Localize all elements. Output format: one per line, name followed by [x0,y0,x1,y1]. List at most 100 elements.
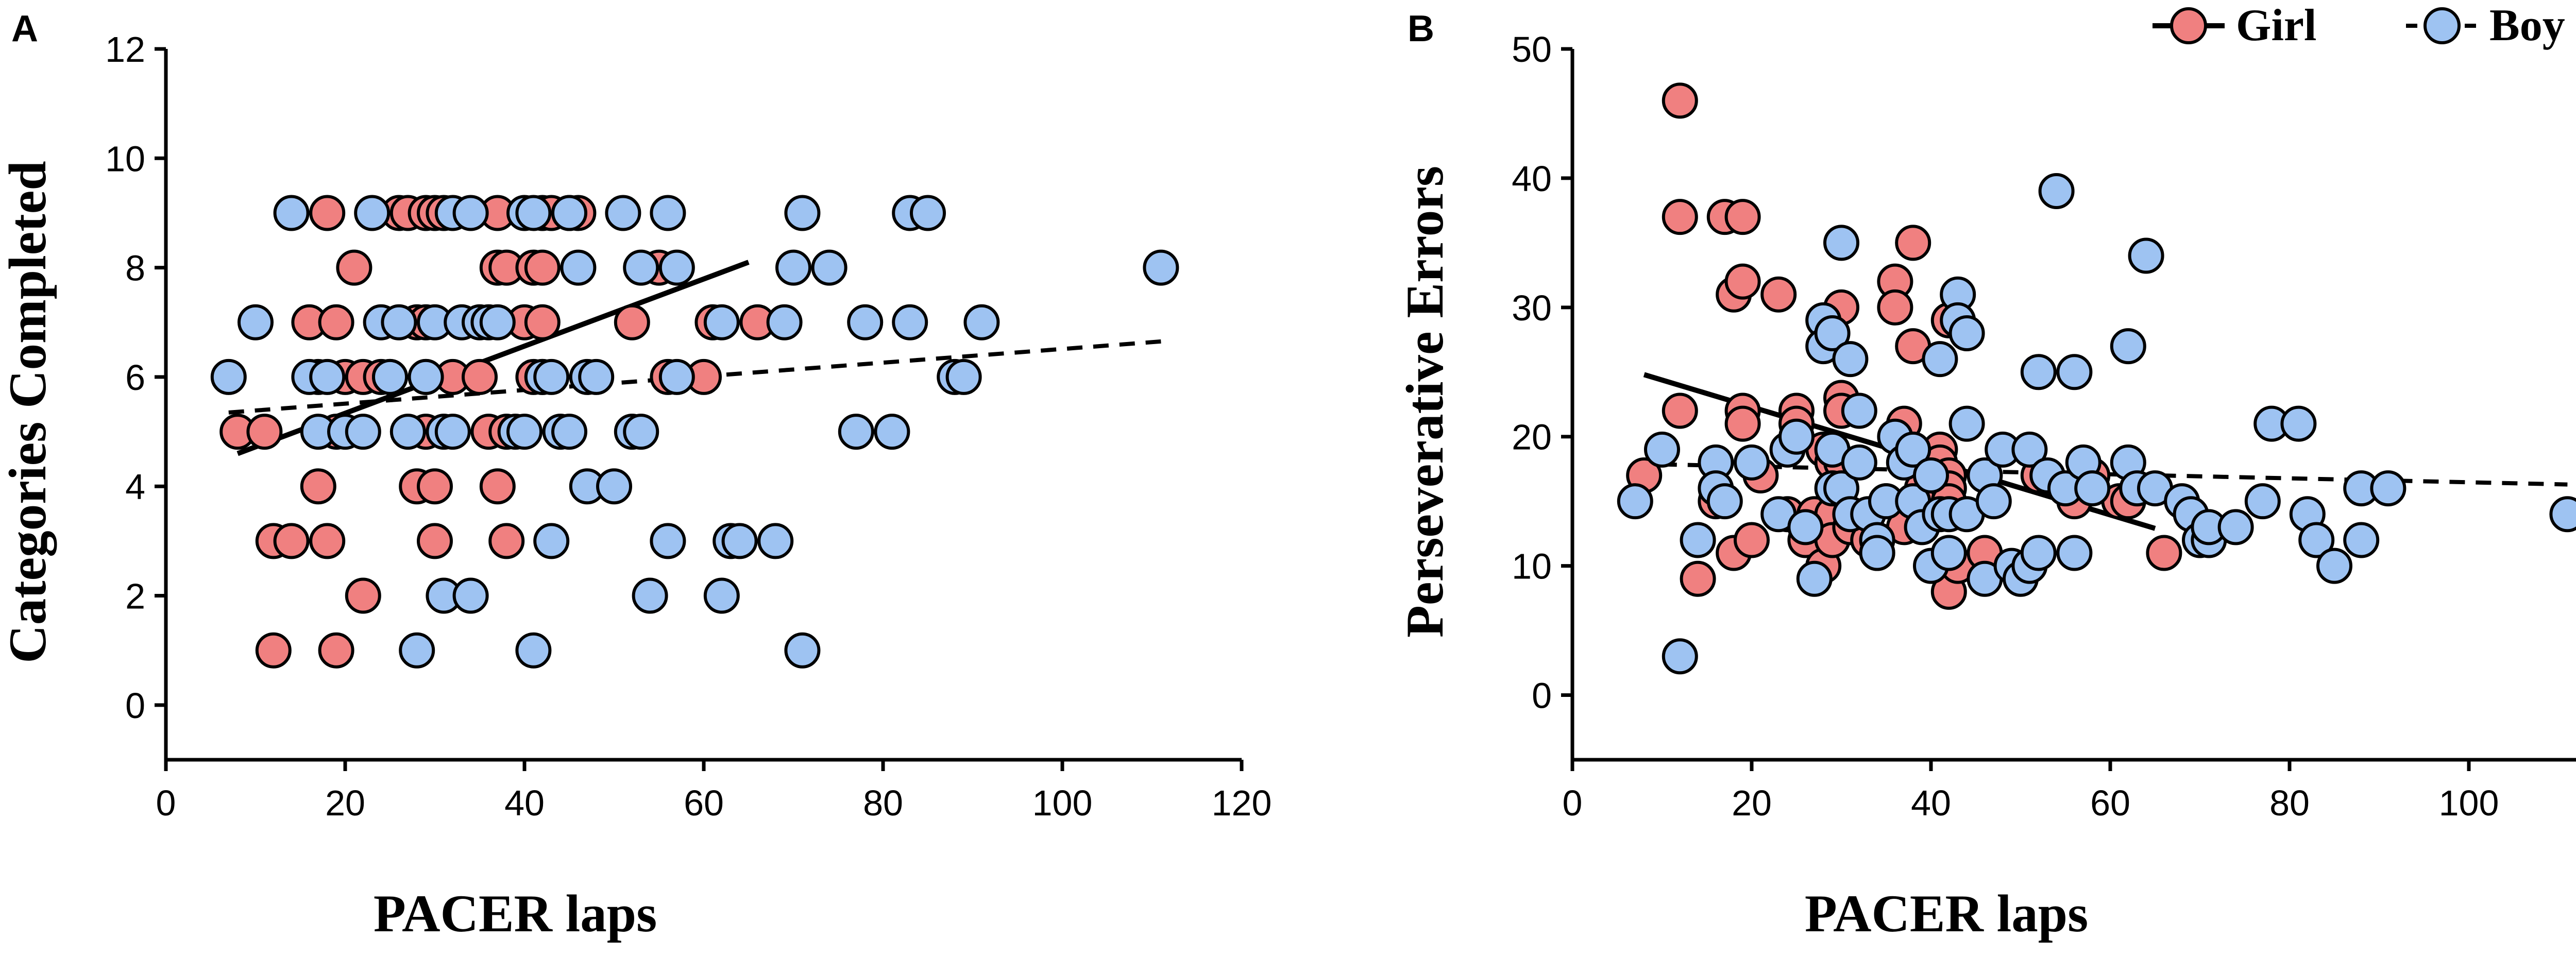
panel-b-point-boy [1734,444,1770,481]
panel-a-point-boy [757,523,794,559]
panel-a-point-boy [784,195,821,231]
panel-b-point-boy [1814,315,1851,351]
panel-a-point-boy [578,358,615,395]
panel-a-point-boy [408,358,444,395]
panel-a-point-girl [524,304,561,340]
panel-b-x-axis-label: PACER laps [1805,884,2088,943]
panel-a-point-girl [246,414,283,450]
panel-a-x-tick-label: 0 [156,783,176,823]
panel-b-axes: 01020304050020406080100120 [1512,29,2576,823]
panel-a-point-boy [632,577,668,614]
panel-a-x-tick-label: 20 [325,783,365,823]
panel-a-y-tick-label: 4 [125,467,145,507]
panel-b-point-boy [2343,522,2380,558]
panel-b-point-girl [2146,535,2182,571]
panel-a-point-boy [910,195,946,231]
panel-a-point-boy [874,414,910,450]
panel-a-point-boy [210,358,247,395]
panel-b-point-boy [1841,392,1877,429]
panel-b-point-boy [1796,560,1833,597]
panel-a-point-boy [605,195,641,231]
panel-a-point-boy [354,195,391,231]
panel-a-point-boy [381,304,417,340]
panel-a-point-girl [336,249,372,286]
panel-b-point-boy [1823,225,1859,261]
panel-b-points [1617,82,2576,675]
panel-b-point-boy [1680,522,1716,558]
panel-b-y-tick-label: 20 [1512,417,1552,457]
panel-a-point-boy [703,577,740,614]
panel-a-point-boy [650,523,686,559]
panel-a-point-boy [811,249,848,286]
panel-b-x-tick-label: 20 [1732,783,1772,823]
panel-b-point-boy [1832,341,1869,378]
panel-a-point-girl [318,632,354,669]
panel-b-x-tick-label: 40 [1911,783,1951,823]
panel-a-point-girl [273,523,310,559]
panel-b-point-girl [1724,263,1761,300]
panel-b-point-girl [1662,199,1698,235]
legend: Girl Boy [2153,1,2565,50]
panel-a-letter: A [11,8,38,49]
panel-b-point-girl [1662,392,1698,429]
panel-a-x-axis-label: PACER laps [374,884,657,943]
panel-b-point-girl [1724,405,1761,442]
panel-a-point-girl [318,304,354,340]
panel-a-points [210,195,1179,669]
panel-b-point-boy [1975,483,2012,520]
panel-b-point-boy [2316,548,2352,584]
panel-a-point-boy [650,195,686,231]
panel-a-point-girl [255,632,292,669]
panel-a-point-girl [417,468,453,505]
panel-b-point-boy [1948,405,1985,442]
panel-a-point-boy [945,358,982,395]
panel-a-y-axis-label: Categories Completed [0,161,57,663]
panel-a-y-tick-label: 6 [125,357,145,398]
panel-b-point-boy [2128,237,2164,274]
panel-a-x-tick-label: 40 [504,783,545,823]
panel-a-point-boy [784,632,821,669]
panel-a-point-boy [345,414,381,450]
panel-a-point-girl [479,468,516,505]
panel-b-point-boy [1644,431,1680,468]
panel-a-point-girl [614,304,650,340]
panel-a-x-tick-label: 60 [684,783,724,823]
panel-a-point-boy [479,304,516,340]
panel-a-point-boy [838,414,874,450]
panel-b-point-boy [2011,431,2048,468]
panel-a-point-boy [1143,249,1179,286]
panel-b-point-boy [2056,354,2093,390]
panel-a-point-boy [658,249,695,286]
panel-b-point-boy [1948,315,1985,351]
panel-b-point-boy [1617,483,1653,520]
panel-a-point-boy [238,304,274,340]
panel-b-point-boy [2217,509,2254,545]
panel-a-point-boy [452,577,489,614]
panel-a-point-girl [524,249,561,286]
panel-a-point-boy [623,249,659,286]
panel-b-point-boy [2074,470,2111,507]
panel-a-point-boy [623,414,659,450]
panel-a-point-boy [551,414,587,450]
panel-b-point-boy [2110,328,2146,365]
panel-a-y-tick-label: 10 [105,139,145,179]
panel-b-point-boy [1913,457,1949,493]
panel-a-point-boy [515,632,552,669]
panel-a-point-boy [703,304,740,340]
panel-b-point-boy [2056,535,2093,571]
panel-b-point-boy [2370,470,2406,507]
panel-b-point-girl [1895,225,1931,261]
panel-a-point-boy [721,523,758,559]
legend-girl-marker [2170,7,2207,44]
panel-b-x-tick-label: 60 [2090,783,2130,823]
panel-a-point-girl [309,523,346,559]
panel-b-point-boy [2280,405,2317,442]
panel-b-point-boy [1778,418,1815,455]
legend-boy-marker [2424,7,2461,44]
panel-b-y-tick-label: 0 [1532,676,1552,716]
panel-a-point-boy [596,468,632,505]
panel-a-point-boy [309,358,346,395]
panel-b-point-boy [1859,535,1895,571]
